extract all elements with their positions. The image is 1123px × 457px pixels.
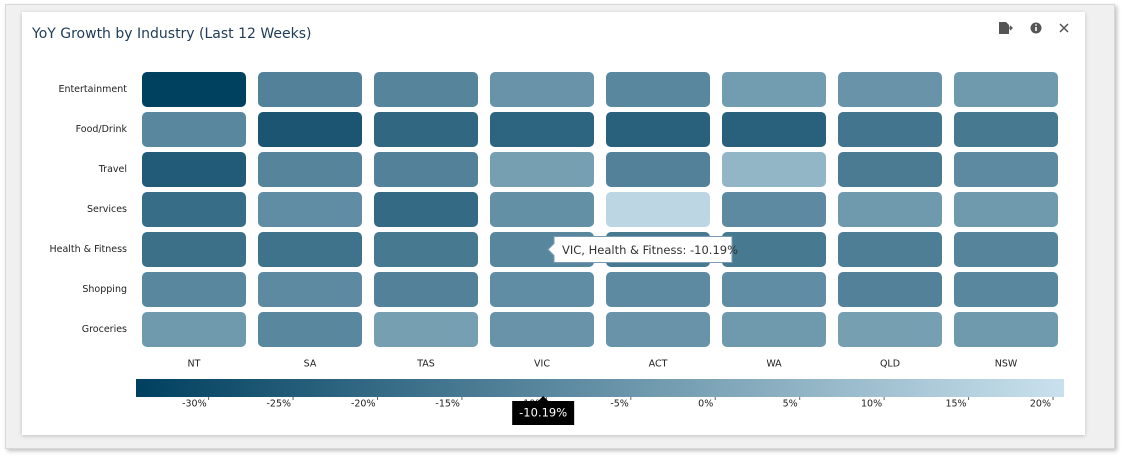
- y-tick-label: Services: [87, 204, 127, 215]
- heat-cell: [258, 72, 362, 107]
- heat-cell: [258, 272, 362, 307]
- heat-cell: [954, 72, 1058, 107]
- heat-cell: [258, 152, 362, 187]
- heat-cell: [142, 152, 246, 187]
- scale-marker: [537, 396, 550, 402]
- heat-cell: [722, 192, 826, 227]
- scale-tick-label: -25%: [267, 399, 292, 410]
- heat-cell: [722, 232, 826, 267]
- heat-cell: [954, 112, 1058, 147]
- x-tick-label: NSW: [995, 359, 1018, 370]
- heat-cell: [722, 312, 826, 347]
- heat-cell: [954, 152, 1058, 187]
- export-icon[interactable]: [999, 22, 1013, 34]
- heat-cell: [490, 152, 594, 187]
- heat-cell: [606, 272, 710, 307]
- y-tick-label: Shopping: [82, 284, 127, 295]
- heat-cell: [490, 112, 594, 147]
- heat-cell: [142, 112, 246, 147]
- heat-cell: [142, 192, 246, 227]
- y-tick-label: Food/Drink: [76, 124, 128, 135]
- heat-cell: [838, 192, 942, 227]
- heat-cell: [722, 272, 826, 307]
- scale-tick-label: -30%: [182, 399, 207, 410]
- heat-cell: [954, 232, 1058, 267]
- heat-cell: [838, 232, 942, 267]
- heat-cell: [838, 312, 942, 347]
- heat-cell: [722, 72, 826, 107]
- info-icon[interactable]: [1030, 22, 1042, 34]
- heat-cell: [374, 192, 478, 227]
- x-tick-label: SA: [304, 359, 317, 370]
- x-tick-label: NT: [188, 359, 201, 370]
- y-tick-label: Groceries: [82, 324, 127, 335]
- scale-tick-label: 0%: [698, 399, 713, 410]
- scale-tick-label: 5%: [783, 399, 798, 410]
- scale-marker-label: -10.19%: [519, 406, 567, 420]
- heat-cell: [954, 312, 1058, 347]
- y-tick-label: Entertainment: [58, 84, 127, 95]
- heat-cell: [838, 112, 942, 147]
- tooltip-box: [547, 236, 733, 263]
- scale-tick-label: 20%: [1030, 399, 1051, 410]
- x-tick-label: TAS: [416, 359, 435, 370]
- heat-cell: [490, 72, 594, 107]
- heat-cell: [374, 72, 478, 107]
- color-bar: [136, 379, 1064, 397]
- close-icon[interactable]: [1059, 23, 1069, 33]
- scale-tick-label: 15%: [945, 399, 966, 410]
- heat-cell: [606, 72, 710, 107]
- scale-tick-label: 10%: [861, 399, 882, 410]
- heat-cell: [606, 312, 710, 347]
- heat-cell: [606, 112, 710, 147]
- heat-cell: [258, 112, 362, 147]
- scale-marker-box: [512, 401, 575, 425]
- heat-cell: [722, 152, 826, 187]
- x-tick-label: VIC: [534, 359, 550, 370]
- x-tick-label: WA: [766, 359, 782, 370]
- heat-cell: [258, 232, 362, 267]
- heat-cell: [374, 312, 478, 347]
- x-tick-label: QLD: [880, 359, 900, 370]
- heat-cell: [258, 312, 362, 347]
- chart-title: YoY Growth by Industry (Last 12 Weeks): [31, 26, 312, 42]
- heat-cell: [258, 192, 362, 227]
- heat-cell: [374, 112, 478, 147]
- heat-cell: [142, 272, 246, 307]
- heat-cell: [374, 272, 478, 307]
- heat-cell: [142, 312, 246, 347]
- heat-cell: [142, 232, 246, 267]
- heat-cell: [142, 72, 246, 107]
- scale-tick-label: -5%: [610, 399, 629, 410]
- heat-cell: [838, 72, 942, 107]
- heat-cell: [722, 112, 826, 147]
- heat-cell: [954, 192, 1058, 227]
- heat-cell: [374, 232, 478, 267]
- heat-cell: [490, 192, 594, 227]
- tooltip-text: VIC, Health & Fitness: -10.19%: [562, 243, 738, 257]
- y-tick-label: Health & Fitness: [49, 244, 127, 255]
- heat-cell: [606, 152, 710, 187]
- tooltip: VIC, Health & Fitness: -10.19%: [547, 236, 738, 263]
- heat-cell: [606, 192, 710, 227]
- scale-tick-label: -20%: [351, 399, 376, 410]
- heat-cell: [374, 152, 478, 187]
- heat-cell: [490, 312, 594, 347]
- heat-cell: [838, 152, 942, 187]
- heat-cell: [490, 272, 594, 307]
- x-tick-label: ACT: [649, 359, 668, 370]
- heat-cell: [838, 272, 942, 307]
- heat-cell: [954, 272, 1058, 307]
- y-tick-label: Travel: [98, 164, 127, 175]
- scale-tick-label: -15%: [435, 399, 460, 410]
